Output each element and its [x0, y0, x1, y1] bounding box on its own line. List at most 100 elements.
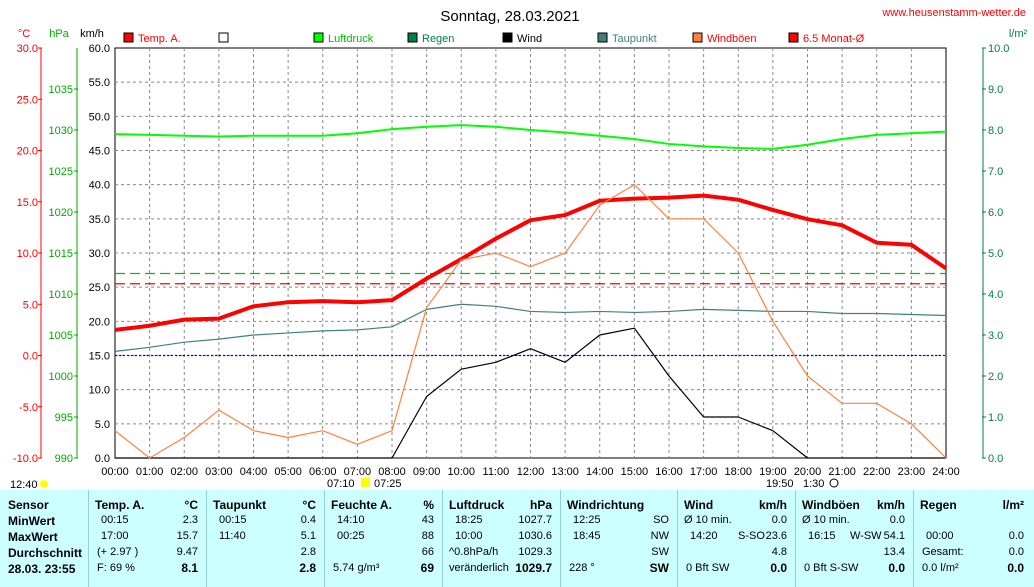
hpa-tick-label: 1020	[49, 207, 73, 219]
reference-lines	[115, 272, 946, 357]
kmh-tick-label: 20.0	[89, 316, 110, 328]
pressure-max-time: 10:00	[455, 530, 483, 542]
time-tick-label: 04:00	[240, 466, 268, 478]
gust-unit: km/h	[876, 498, 905, 512]
sensor-column: Sensor MinWert MaxWert Durchschnitt 28.0…	[0, 490, 88, 587]
temp-tick-label: 5.0	[23, 299, 38, 311]
series-taupunkt	[114, 303, 947, 352]
rain-tick-label: 9.0	[988, 84, 1003, 96]
legend-label: Temp. A.	[138, 33, 181, 45]
hpa-tick-label: 1005	[49, 330, 73, 342]
time-tick-label: 19:00	[759, 466, 787, 478]
time-markers: 12:40 07:10 07:25 19:50 1:30	[10, 478, 839, 490]
humidity-abs-note: 5.74 g/m³	[333, 562, 380, 574]
time-tick-label: 07:00	[344, 466, 372, 478]
rain-tick-label: 6.0	[988, 207, 1003, 219]
temp-unit: °C	[184, 498, 198, 512]
hpa-tick-label: 1000	[49, 371, 73, 383]
direction-avg: SW	[651, 546, 669, 558]
kmh-tick-label: 60.0	[89, 43, 110, 55]
kmh-tick-label: 10.0	[89, 385, 110, 397]
time-tick-label: 03:00	[205, 466, 233, 478]
kmh-tick-label: 15.0	[89, 351, 110, 363]
direction-max: NW	[650, 530, 669, 542]
pressure-trend: ^0.8hPa/h	[449, 546, 499, 558]
time-tick-label: 06:00	[309, 466, 337, 478]
divider	[677, 490, 678, 587]
temp-max: 15.7	[176, 530, 198, 542]
hpa-tick-label: 1010	[49, 289, 73, 301]
wind-max-dir: S-SO	[738, 530, 765, 542]
gust-max-time: 16:15	[808, 530, 836, 542]
gust-header: Windböen	[802, 498, 860, 512]
sensor-header: Sensor	[8, 498, 49, 512]
time-tick-label: 12:00	[517, 466, 545, 478]
hpa-tick-label: 1015	[49, 248, 73, 260]
pressure-current: 1029.7	[515, 561, 552, 575]
wind-avg: 4.8	[771, 546, 787, 558]
time-tick-label: 08:00	[378, 466, 406, 478]
kmh-tick-label: 40.0	[89, 180, 110, 192]
site-link[interactable]: www.heusenstamm-wetter.de	[881, 7, 1026, 19]
time-tick-label: 23:00	[898, 466, 926, 478]
direction-min: SO	[653, 514, 669, 526]
wind-unit: km/h	[758, 498, 787, 512]
dewpoint-header: Taupunkt	[213, 498, 267, 512]
kmh-tick-label: 50.0	[89, 111, 110, 123]
temp-tick-label: 15.0	[17, 197, 38, 209]
rain-tick-label: 1.0	[988, 412, 1003, 424]
temp-avg-note: (+ 2.97 )	[97, 546, 139, 558]
moon-label: 1:30	[803, 478, 824, 490]
temp-tick-label: 10.0	[17, 248, 38, 260]
time-tick-label: 15:00	[621, 466, 649, 478]
rain-tick-label: 10.0	[988, 43, 1009, 55]
dewpoint-avg: 2.8	[300, 546, 316, 558]
sunset-label: 19:50	[766, 478, 794, 490]
gust-max-dir: W-SW	[850, 530, 882, 542]
time-tick-label: 21:00	[828, 466, 856, 478]
temp-tick-label: 25.0	[17, 94, 38, 106]
direction-max-time: 18:45	[573, 530, 601, 542]
kmh-tick-label: 0.0	[95, 453, 110, 465]
humidity-max: 88	[421, 530, 434, 542]
rain-current: 0.0	[1007, 561, 1024, 575]
chart-title: Sonntag, 28.03.2021	[440, 8, 579, 25]
time-tick-label: 13:00	[551, 466, 579, 478]
dewpoint-max-time: 11:40	[219, 530, 246, 542]
time-tick-label: 20:00	[794, 466, 822, 478]
time-tick-label: 10:00	[447, 466, 475, 478]
series-wind	[115, 327, 946, 459]
direction-degrees: 228 °	[569, 562, 595, 574]
wind-current: 0.0	[770, 561, 787, 575]
chart-canvas: Sonntag, 28.03.2021 www.heusenstamm-wett…	[10, 7, 1028, 490]
humidity-min: 43	[421, 514, 434, 526]
rain-max-time: 00:00	[926, 530, 954, 542]
time-tick-label: 22:00	[863, 466, 891, 478]
humidity-min-time: 14:10	[337, 514, 365, 526]
left-time-marker: 12:40	[10, 479, 38, 490]
dewpoint-max: 5.1	[300, 530, 316, 542]
kmh-unit-label: km/h	[80, 28, 104, 40]
divider	[913, 490, 914, 587]
rain-unit-label: l/m²	[1009, 28, 1028, 40]
temp-max-time: 17:00	[101, 530, 129, 542]
moon-icon	[829, 478, 839, 488]
temp-tick-label: 20.0	[17, 146, 38, 158]
temp-current: 8.1	[181, 561, 198, 575]
divider	[324, 490, 325, 587]
legend-swatch	[502, 32, 513, 43]
wind-column: Wind km/h Ø 10 min. 0.0 14:20 S-SO 23.6 …	[678, 490, 795, 587]
kmh-tick-label: 5.0	[95, 419, 110, 431]
humidity-max-time: 00:25	[337, 530, 365, 542]
humidity-current: 69	[420, 561, 434, 575]
time-tick-label: 01:00	[136, 466, 164, 478]
kmh-tick-label: 30.0	[89, 248, 110, 260]
temp-avg: 9.47	[176, 546, 198, 558]
pressure-max: 1030.6	[518, 530, 552, 542]
rain-tick-label: 5.0	[988, 248, 1003, 260]
temp-tick-label: -10.0	[13, 453, 38, 465]
max-row-label: MaxWert	[8, 530, 58, 544]
min-row-label: MinWert	[8, 514, 56, 528]
temp-min: 2.3	[182, 514, 198, 526]
